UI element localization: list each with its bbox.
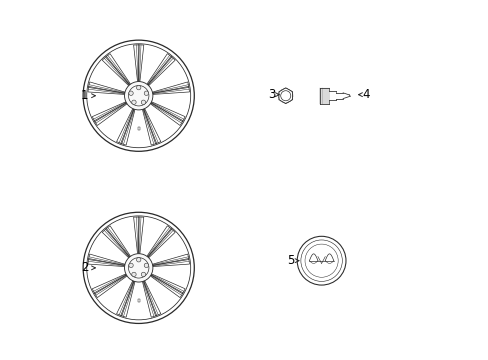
Bar bbox=[137, 127, 140, 130]
Ellipse shape bbox=[144, 91, 148, 95]
Ellipse shape bbox=[124, 254, 153, 282]
Ellipse shape bbox=[136, 258, 141, 262]
Text: 1: 1 bbox=[81, 89, 95, 102]
Ellipse shape bbox=[131, 272, 136, 276]
Text: 3: 3 bbox=[267, 88, 279, 101]
Ellipse shape bbox=[141, 272, 145, 276]
Ellipse shape bbox=[128, 263, 133, 267]
Ellipse shape bbox=[144, 263, 148, 267]
Ellipse shape bbox=[128, 91, 133, 95]
Text: 5: 5 bbox=[287, 254, 298, 267]
Ellipse shape bbox=[131, 100, 136, 104]
Text: 4: 4 bbox=[358, 88, 369, 101]
Bar bbox=[137, 299, 140, 302]
Text: 2: 2 bbox=[81, 261, 95, 274]
Ellipse shape bbox=[141, 100, 145, 104]
Ellipse shape bbox=[136, 85, 141, 90]
Ellipse shape bbox=[124, 82, 153, 110]
